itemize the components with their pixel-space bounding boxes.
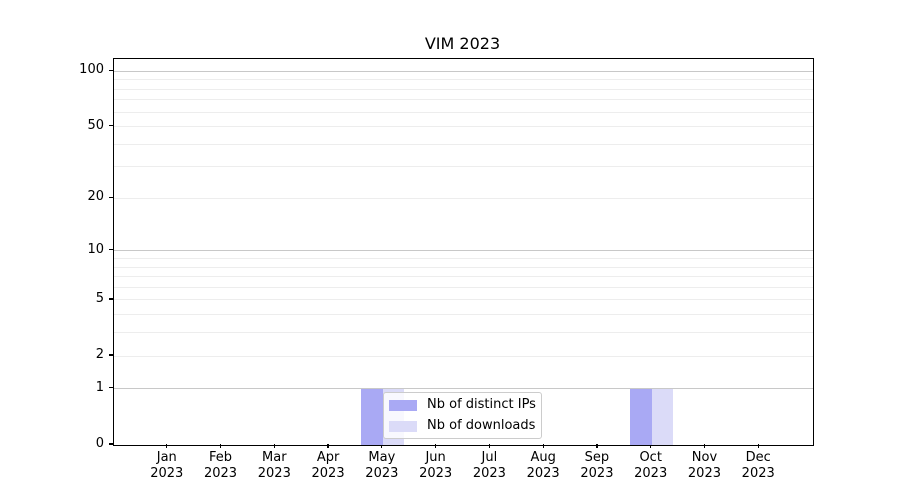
y-tick-label: 10 [87, 241, 104, 257]
minor-gridline [114, 355, 813, 357]
y-tick-mark [109, 443, 113, 445]
minor-gridline [114, 88, 813, 90]
y-tick-mark [109, 298, 113, 300]
legend-swatch-distinct-ips-icon [389, 399, 417, 411]
minor-gridline [114, 79, 813, 81]
y-tick-mark [109, 387, 113, 389]
y-tick-label: 0 [95, 436, 104, 451]
y-tick-mark [109, 125, 113, 127]
x-tick-mark [219, 444, 222, 448]
x-tick-mark [757, 444, 759, 448]
minor-gridline [114, 143, 813, 145]
minor-gridline [114, 266, 813, 268]
x-tick-mark [596, 444, 598, 448]
legend: Nb of distinct IPs Nb of downloads [383, 392, 542, 439]
x-tick-mark [435, 444, 437, 448]
major-gridline [114, 250, 813, 252]
minor-gridline [114, 111, 813, 113]
x-tick-label: Feb 2023 [203, 450, 238, 481]
minor-gridline [114, 126, 813, 128]
major-gridline [114, 388, 813, 390]
x-tick-label: Jul 2023 [472, 450, 506, 481]
x-tick-mark [327, 444, 329, 448]
x-tick-mark [703, 444, 706, 448]
legend-swatch-downloads-icon [389, 420, 417, 432]
minor-gridline [114, 286, 813, 288]
minor-gridline [114, 276, 813, 278]
x-tick-mark [542, 444, 544, 448]
minor-gridline [114, 99, 813, 101]
y-tick-mark [109, 196, 113, 199]
x-tick-mark [381, 444, 383, 448]
legend-label-distinct-ips: Nb of distinct IPs [427, 397, 536, 412]
y-tick-label: 2 [95, 347, 104, 363]
x-tick-label: Oct 2023 [634, 450, 668, 481]
minor-gridline [114, 314, 813, 316]
x-tick-mark [488, 444, 490, 448]
y-tick-label: 20 [87, 189, 104, 205]
x-tick-label: Apr 2023 [311, 450, 345, 481]
x-tick-label: May 2023 [365, 450, 399, 481]
chart-title: VIM 2023 [424, 34, 501, 53]
minor-gridline [114, 299, 813, 301]
y-tick-mark [109, 249, 113, 251]
y-tick-label: 1 [95, 379, 104, 395]
bar [361, 388, 383, 445]
y-tick-mark [109, 69, 113, 71]
major-gridline [114, 70, 813, 72]
x-tick-mark [650, 444, 652, 448]
x-tick-mark [273, 444, 275, 448]
minor-gridline [114, 258, 813, 260]
x-tick-label: Mar 2023 [257, 450, 291, 481]
minor-gridline [114, 166, 813, 168]
bar [630, 388, 652, 445]
x-tick-mark [166, 444, 168, 448]
plot-area: Nb of distinct IPs Nb of downloads [113, 58, 814, 446]
x-tick-label: Jan 2023 [150, 450, 184, 481]
y-tick-label: 50 [87, 117, 104, 133]
x-tick-label: Dec 2023 [741, 450, 775, 481]
minor-gridline [114, 332, 813, 334]
y-tick-label: 5 [95, 290, 104, 306]
minor-gridline [114, 197, 813, 199]
legend-label-downloads: Nb of downloads [427, 418, 536, 433]
x-tick-label: Sep 2023 [580, 450, 614, 481]
y-tick-label: 100 [79, 62, 104, 78]
x-tick-label: Jun 2023 [419, 450, 453, 481]
bar [651, 388, 674, 445]
x-tick-label: Nov 2023 [687, 450, 721, 481]
x-tick-label: Aug 2023 [526, 450, 560, 481]
legend-item-downloads: Nb of downloads [389, 418, 536, 434]
legend-item-distinct-ips: Nb of distinct IPs [389, 397, 536, 413]
y-tick-mark [109, 354, 113, 356]
